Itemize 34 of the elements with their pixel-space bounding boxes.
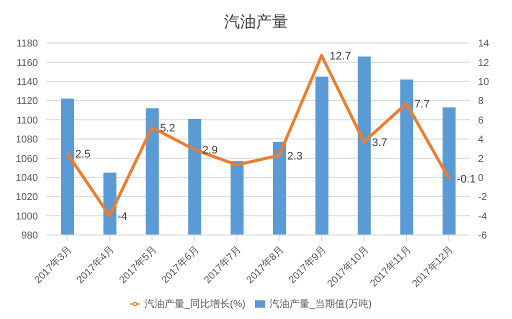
y-tick-label: 1040: [16, 172, 38, 184]
y-tick-label: 1120: [16, 96, 38, 108]
y2-tick-label: -4: [478, 211, 488, 222]
data-label: 7.7: [414, 98, 430, 110]
data-label: 2.5: [75, 148, 90, 160]
y2-tick-label: 12: [478, 58, 490, 69]
y2-tick-label: -2: [478, 192, 488, 204]
y2-tick-label: 0: [478, 172, 484, 184]
y2-tick-label: 10: [478, 76, 490, 88]
data-label: 2.3: [287, 150, 302, 162]
data-label: 5.2: [160, 122, 176, 134]
y-tick-label: 1140: [16, 76, 38, 88]
y-tick-label: 980: [21, 230, 38, 242]
y-tick-label: 1000: [16, 211, 38, 222]
data-label: 12.7: [330, 50, 352, 62]
data-label: 3.7: [372, 136, 388, 149]
y2-tick-label: 8: [478, 96, 484, 108]
y2-tick-label: 4: [478, 134, 484, 146]
y2-tick-label: 2: [478, 154, 484, 165]
y-tick-label: 1080: [16, 134, 38, 146]
y2-tick-label: -6: [478, 230, 488, 242]
y-tick-label: 1060: [16, 154, 38, 165]
legend-label: 汽油产量_同比增长(%): [144, 299, 246, 310]
data-label: -4: [118, 210, 128, 223]
y2-tick-label: 6: [478, 115, 484, 126]
y2-tick-label: 14: [478, 38, 490, 50]
data-label: 2.9: [202, 144, 218, 157]
chart-title: 汽油产量: [223, 12, 289, 33]
y-tick-label: 1020: [16, 192, 38, 204]
data-label: -0.1: [456, 173, 476, 186]
y-tick-label: 1180: [16, 38, 38, 50]
y-tick-label: 1160: [16, 58, 38, 69]
y-tick-label: 1100: [16, 115, 38, 126]
legend-label: 汽油产量_当期值(万吨): [269, 299, 372, 310]
